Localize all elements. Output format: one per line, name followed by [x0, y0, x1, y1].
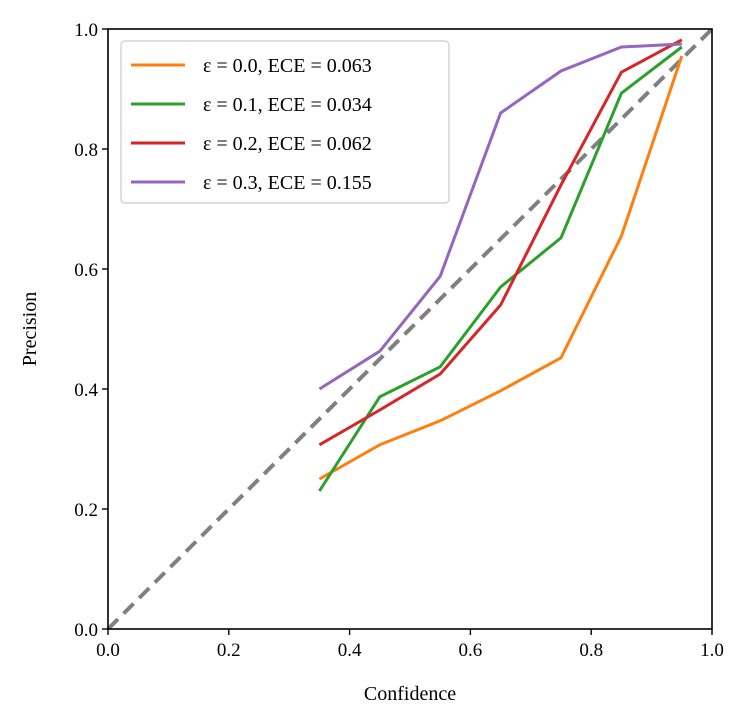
- legend-label-1: ε = 0.1, ECE = 0.034: [203, 94, 372, 116]
- x-axis-label: Confidence: [364, 683, 456, 705]
- y-axis-label: Precision: [19, 292, 41, 366]
- y-tick-label: 0.4: [74, 380, 98, 401]
- series-line-0: [318, 55, 684, 481]
- legend-label-0: ε = 0.0, ECE = 0.063: [203, 55, 372, 77]
- legend-box: [120, 40, 450, 204]
- reference-diagonal-line: [106, 27, 714, 631]
- series-line-3: [318, 42, 682, 391]
- y-tick-label: 1.0: [74, 20, 98, 41]
- x-tick-label: 1.0: [700, 640, 724, 661]
- x-tick-label: 0.4: [338, 640, 362, 661]
- axes-frame: [107, 28, 713, 630]
- y-tick-label: 0.0: [74, 620, 98, 641]
- legend-label-2: ε = 0.2, ECE = 0.062: [203, 133, 372, 155]
- legend: ε = 0.0, ECE = 0.063 ε = 0.1, ECE = 0.034…: [120, 40, 450, 204]
- x-tick-label: 0.0: [96, 640, 120, 661]
- plot-area: 0.0 0.2 0.4 0.6 0.8 1.0 0.0 0.2 0.4 0.6 0.8 1.0 ε = …: [74, 20, 724, 661]
- series-line-1: [318, 45, 683, 492]
- y-tick-label: 0.6: [74, 260, 98, 281]
- x-tick-label: 0.6: [459, 640, 483, 661]
- x-tick-label: 0.8: [579, 640, 603, 661]
- legend-label-3: ε = 0.3, ECE = 0.155: [203, 172, 372, 194]
- y-tick-label: 0.8: [74, 140, 98, 161]
- x-tick-label: 0.2: [217, 640, 241, 661]
- y-tick-label: 0.2: [74, 500, 98, 521]
- series-line-2: [318, 38, 683, 447]
